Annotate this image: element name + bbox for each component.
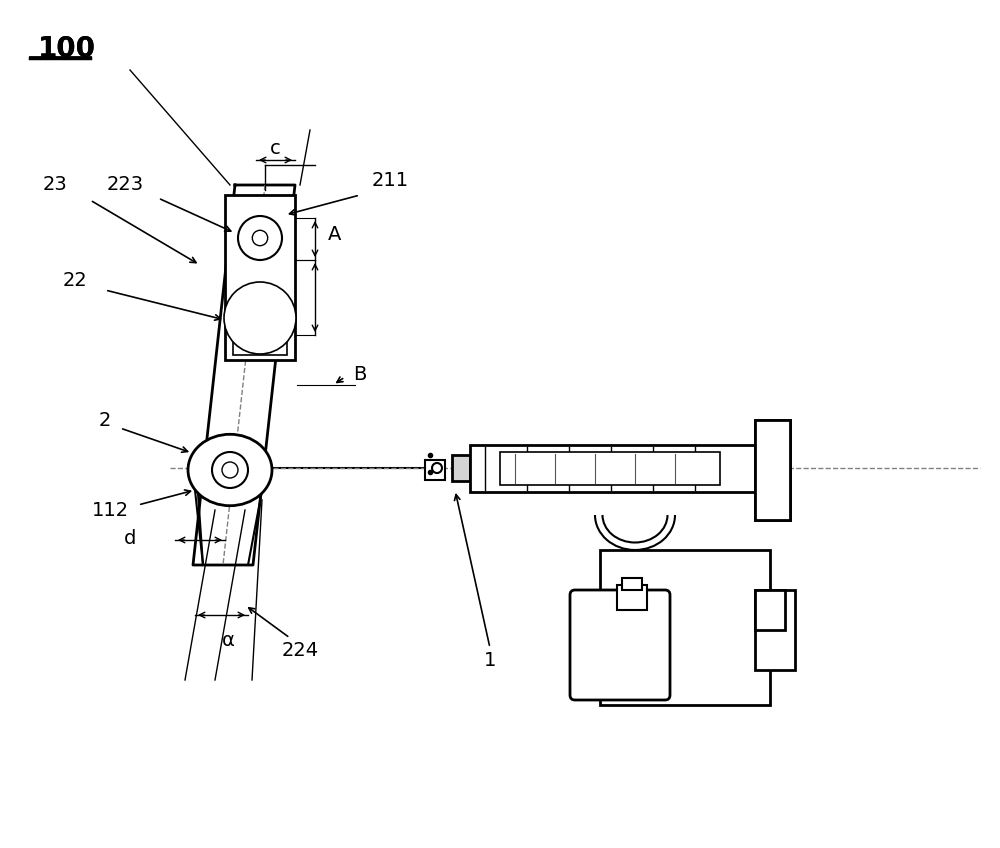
Bar: [755, 420, 790, 520]
Bar: [622, 578, 642, 590]
Text: c: c: [270, 138, 280, 158]
Bar: [755, 590, 785, 630]
Text: 223: 223: [106, 176, 144, 194]
Bar: [233, 303, 287, 355]
Bar: [452, 455, 470, 481]
Bar: [617, 585, 647, 610]
Text: 1: 1: [484, 650, 496, 670]
Circle shape: [432, 463, 442, 473]
Text: 112: 112: [91, 500, 129, 520]
Circle shape: [250, 308, 270, 328]
Circle shape: [252, 231, 268, 246]
Text: d: d: [124, 528, 136, 548]
Text: 2: 2: [99, 410, 111, 429]
Text: 224: 224: [281, 640, 319, 660]
Text: 100: 100: [38, 35, 96, 63]
Bar: [225, 195, 295, 360]
Circle shape: [212, 452, 248, 488]
Text: α: α: [222, 631, 234, 650]
Bar: [600, 550, 770, 705]
Ellipse shape: [188, 434, 272, 505]
Text: 100: 100: [38, 35, 96, 63]
Bar: [470, 445, 760, 492]
Bar: [500, 452, 720, 485]
Circle shape: [222, 462, 238, 478]
Text: 22: 22: [63, 271, 87, 289]
Text: A: A: [328, 226, 342, 244]
Bar: [755, 420, 790, 520]
Text: 211: 211: [371, 170, 409, 189]
Text: B: B: [353, 365, 367, 384]
FancyBboxPatch shape: [570, 590, 670, 700]
Circle shape: [230, 288, 290, 348]
Circle shape: [224, 282, 296, 354]
Circle shape: [238, 216, 282, 260]
Bar: [425, 460, 445, 480]
Text: 23: 23: [43, 176, 67, 194]
Bar: [755, 590, 795, 670]
